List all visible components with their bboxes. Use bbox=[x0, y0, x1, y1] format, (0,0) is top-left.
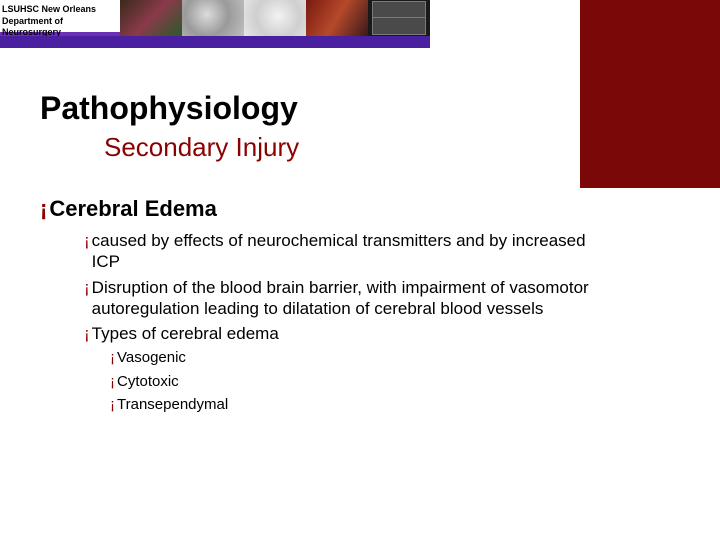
bullet-icon: ¡ bbox=[40, 196, 47, 222]
slide-title: Pathophysiology bbox=[40, 90, 298, 127]
bullet-level2: ¡ Types of cerebral edema bbox=[84, 323, 600, 344]
header-thumb-open-brain-icon bbox=[306, 0, 368, 36]
bullet-level2: ¡ caused by effects of neurochemical tra… bbox=[84, 230, 600, 273]
level2-text: caused by effects of neurochemical trans… bbox=[92, 230, 600, 273]
level2-text: Types of cerebral edema bbox=[92, 323, 279, 344]
bullet-icon: ¡ bbox=[110, 348, 115, 368]
bullet-icon: ¡ bbox=[110, 372, 115, 392]
bullet-icon: ¡ bbox=[84, 323, 90, 344]
header-org-line1: LSUHSC New Orleans bbox=[2, 4, 118, 16]
bullet-level3: ¡ Cytotoxic bbox=[110, 372, 600, 392]
header-bar: LSUHSC New Orleans Department of Neurosu… bbox=[0, 0, 430, 48]
level3-text: Vasogenic bbox=[117, 348, 186, 368]
bullet-icon: ¡ bbox=[110, 395, 115, 415]
header-thumb-skull-icon bbox=[244, 0, 306, 36]
bullet-icon: ¡ bbox=[84, 230, 90, 273]
bullet-level3: ¡ Vasogenic bbox=[110, 348, 600, 368]
level3-text: Transependymal bbox=[117, 395, 228, 415]
bullet-level2: ¡ Disruption of the blood brain barrier,… bbox=[84, 277, 600, 320]
header-thumb-ct-scan-icon bbox=[368, 0, 430, 36]
slide: LSUHSC New Orleans Department of Neurosu… bbox=[0, 0, 720, 540]
slide-subtitle: Secondary Injury bbox=[104, 132, 299, 163]
decorative-maroon-box bbox=[580, 0, 720, 188]
header-org-label: LSUHSC New Orleans Department of Neurosu… bbox=[0, 0, 120, 36]
header-thumb-surgical-icon bbox=[120, 0, 182, 36]
header-purple-underline bbox=[0, 36, 430, 48]
level3-text: Cytotoxic bbox=[117, 372, 179, 392]
header-image-strip bbox=[120, 0, 430, 36]
level1-heading: Cerebral Edema bbox=[49, 196, 217, 222]
header-thumb-angiogram-icon bbox=[182, 0, 244, 36]
bullet-icon: ¡ bbox=[84, 277, 90, 320]
level2-text: Disruption of the blood brain barrier, w… bbox=[92, 277, 600, 320]
bullet-level3: ¡ Transependymal bbox=[110, 395, 600, 415]
bullet-level1: ¡ Cerebral Edema bbox=[40, 196, 600, 222]
content-area: ¡ Cerebral Edema ¡ caused by effects of … bbox=[40, 196, 600, 415]
